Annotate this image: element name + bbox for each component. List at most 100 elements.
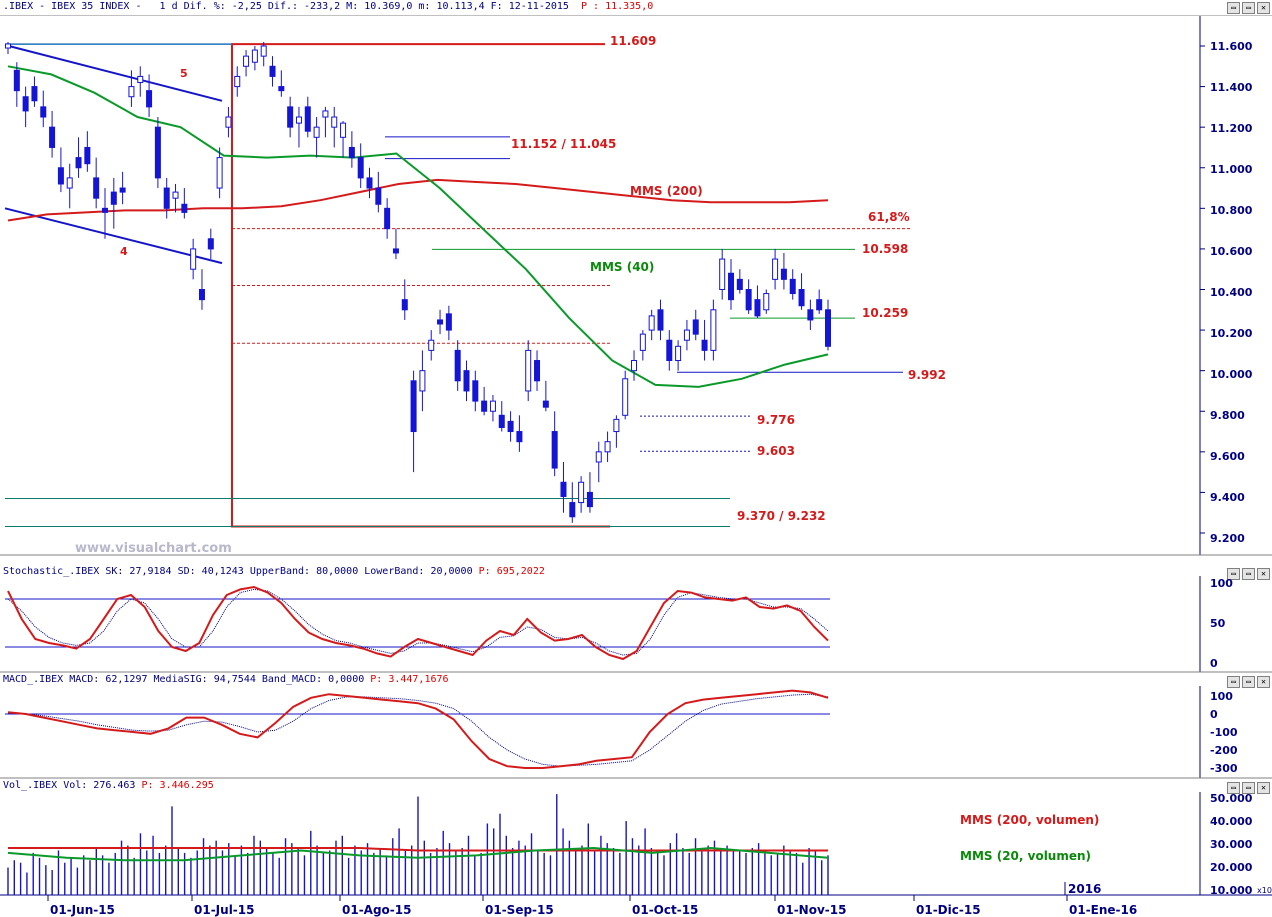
maximize-button[interactable]: ▭ — [1242, 568, 1255, 580]
candle-body — [40, 106, 47, 118]
candle-body — [366, 177, 373, 189]
level-label-9992: 9.992 — [908, 368, 946, 382]
candle-body — [463, 370, 470, 392]
channel-lower — [4, 207, 223, 265]
candle-body — [622, 378, 629, 416]
vol-mms200-label: MMS (200, volumen) — [960, 813, 1100, 827]
candle-body — [190, 248, 197, 270]
candle-body — [683, 329, 690, 341]
candle-body — [304, 106, 311, 132]
candle-body — [701, 339, 708, 351]
candle-body — [348, 146, 355, 159]
candle-body — [428, 339, 435, 351]
candle-body — [578, 481, 585, 504]
candle-body — [825, 309, 831, 347]
stochastic-window-buttons: ▭ ▭ ✕ — [1227, 568, 1270, 580]
minimize-button[interactable]: ▭ — [1227, 2, 1240, 14]
candle-body — [675, 345, 682, 362]
y-tick: 9.200 — [1210, 532, 1245, 545]
stoch-y-tick: 50 — [1210, 617, 1226, 630]
candle-body — [251, 49, 258, 63]
candle-body — [322, 110, 329, 118]
vol-scale-note: x10 — [1257, 886, 1272, 895]
maximize-button[interactable]: ▭ — [1242, 782, 1255, 794]
wave-label-4: 4 — [120, 245, 128, 258]
candle-body — [137, 75, 144, 84]
candle-body — [392, 248, 399, 254]
candle-body — [498, 414, 505, 428]
level-label-11609: 11.609 — [610, 34, 657, 48]
close-button[interactable]: ✕ — [1257, 568, 1270, 580]
macd-window-buttons: ▭ ▭ ✕ — [1227, 676, 1270, 688]
vol-y-tick: 20.000 — [1210, 861, 1253, 874]
x-tick: 01-Oct-15 — [632, 903, 699, 917]
y-tick: 9.800 — [1210, 409, 1245, 422]
candle-body — [84, 146, 91, 165]
level-label-10598: 10.598 — [862, 242, 909, 256]
candle-body — [631, 360, 638, 372]
level-label-11152-11045: 11.152 / 11.045 — [511, 137, 617, 151]
stoch-sk-line — [7, 585, 829, 661]
stoch-y-tick: 100 — [1210, 577, 1233, 590]
vol-y-tick: 40.000 — [1210, 815, 1253, 828]
y-tick: 11.400 — [1210, 81, 1253, 94]
mms200-line — [7, 178, 829, 222]
level-label-9370-9232: 9.370 / 9.232 — [737, 509, 826, 523]
candle-body — [357, 157, 364, 179]
minimize-button[interactable]: ▭ — [1227, 676, 1240, 688]
candle-body — [745, 289, 752, 311]
candle-body — [278, 86, 285, 92]
candle-body — [772, 258, 779, 280]
vol-mms20-line — [7, 846, 829, 862]
candle-body — [260, 45, 267, 57]
candle-body — [798, 289, 805, 307]
channel-upper — [4, 44, 223, 102]
candle-body — [119, 187, 126, 193]
candle-body — [560, 481, 567, 497]
candle-body — [93, 177, 100, 199]
y-tick: 10.200 — [1210, 327, 1253, 340]
candle-body — [534, 360, 541, 382]
maximize-button[interactable]: ▭ — [1242, 2, 1255, 14]
main-window-buttons: ▭ ▭ ✕ — [1227, 2, 1270, 14]
vol-y-tick: 50.000 — [1210, 792, 1253, 805]
vol-mms20-label: MMS (20, volumen) — [960, 849, 1092, 863]
candle-body — [225, 116, 232, 128]
candle-body — [419, 370, 426, 392]
x-tick: 01-Jun-15 — [50, 903, 115, 917]
close-button[interactable]: ✕ — [1257, 782, 1270, 794]
volume-window-buttons: ▭ ▭ ✕ — [1227, 782, 1270, 794]
watermark: www.visualchart.com — [75, 541, 232, 556]
mms200-label: MMS (200) — [630, 184, 703, 198]
stoch-y-tick: 0 — [1210, 657, 1218, 670]
candle-body — [295, 116, 302, 124]
minimize-button[interactable]: ▭ — [1227, 782, 1240, 794]
x-tick: 01-Ago-15 — [342, 903, 412, 917]
close-button[interactable]: ✕ — [1257, 2, 1270, 14]
level-label-9776: 9.776 — [757, 413, 795, 427]
y-tick: 9.600 — [1210, 450, 1245, 463]
macd-y-tick: -100 — [1210, 726, 1238, 739]
candle-body — [207, 238, 214, 250]
minimize-button[interactable]: ▭ — [1227, 568, 1240, 580]
candle-body — [666, 339, 673, 362]
candle-body — [216, 157, 223, 189]
candle-body — [551, 431, 558, 469]
candle-body — [49, 126, 56, 148]
close-button[interactable]: ✕ — [1257, 676, 1270, 688]
candle-body — [710, 309, 717, 351]
maximize-button[interactable]: ▭ — [1242, 676, 1255, 688]
candle-body — [692, 319, 699, 335]
candle-body — [604, 441, 611, 453]
stochastic-title: Stochastic_.IBEX SK: 27,9184 SD: 40,1243… — [3, 566, 545, 577]
candle-body — [613, 418, 620, 433]
candle-body — [57, 167, 64, 185]
candle-body — [75, 157, 82, 169]
macd-y-tick: -300 — [1210, 762, 1238, 775]
volume-title: Vol_.IBEX Vol: 276.463 P: 3.446.295 — [3, 780, 214, 791]
candle-body — [313, 126, 320, 138]
candle-body — [437, 319, 444, 325]
candle-body — [128, 86, 135, 98]
candle-body — [181, 203, 188, 213]
macd-y-tick: 100 — [1210, 690, 1233, 703]
